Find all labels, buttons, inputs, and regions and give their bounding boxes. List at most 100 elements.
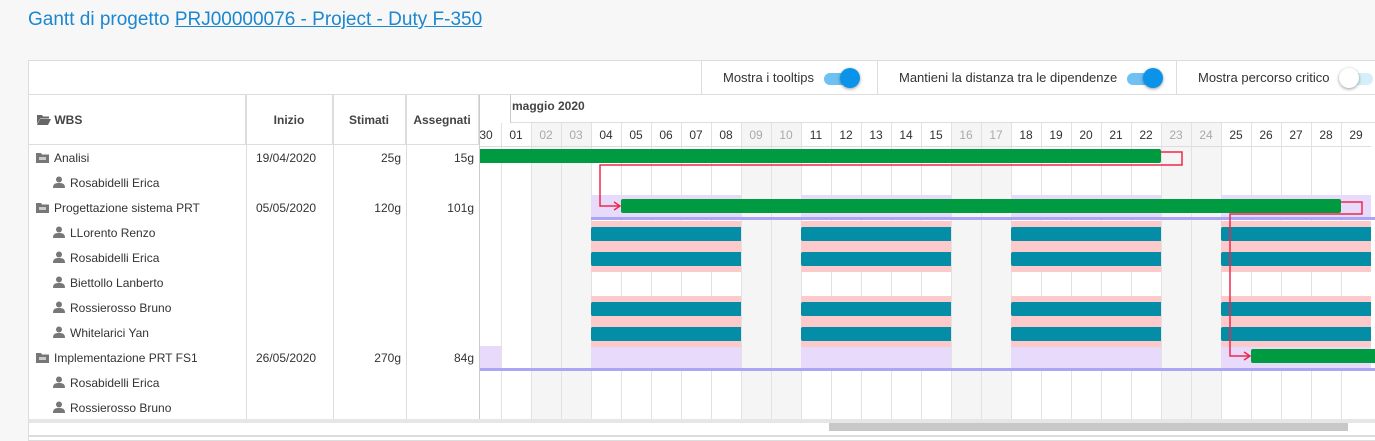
- day-column: [831, 123, 861, 422]
- dependency-arrow-icon: [613, 201, 622, 211]
- task-bar: [621, 199, 1341, 213]
- day-column: [1311, 123, 1341, 422]
- day-column: [1221, 123, 1251, 422]
- task-row[interactable]: Implementazione PRT FS1 26/05/2020 270g …: [29, 346, 479, 371]
- user-icon: [53, 301, 65, 313]
- tooltips-toggle-label: Mostra i tooltips: [723, 70, 815, 85]
- day-label: 12: [831, 123, 861, 147]
- day-column: [1101, 123, 1131, 422]
- resource-allocation-bar: [831, 302, 861, 316]
- user-icon: [53, 226, 65, 238]
- resource-allocation-bar: [861, 227, 891, 241]
- dependency-distance-toggle[interactable]: [1127, 67, 1164, 88]
- critical-path-toggle-label: Mostra percorso critico: [1198, 70, 1330, 85]
- user-icon: [53, 376, 65, 388]
- resource-allocation-bar: [831, 252, 861, 266]
- phase-background: [1341, 195, 1371, 218]
- phase-background: [1071, 346, 1101, 369]
- resource-allocation-bar: [1251, 252, 1281, 266]
- task-start: 05/05/2020: [256, 201, 317, 215]
- resource-name: Rossierosso Bruno: [70, 401, 172, 415]
- day-column: [921, 123, 951, 422]
- resource-allocation-bar: [681, 327, 711, 341]
- resource-name: Rosabidelli Erica: [70, 376, 160, 390]
- column-header-start[interactable]: Inizio: [246, 95, 333, 145]
- task-bar: [1251, 349, 1375, 363]
- resource-allocation-bar: [1041, 252, 1071, 266]
- resource-allocation-bar: [801, 302, 831, 316]
- resource-allocation-bar: [591, 252, 621, 266]
- column-header-assigned[interactable]: Assegnati: [406, 95, 479, 145]
- task-estimated: 25g: [380, 151, 401, 165]
- phase-background: [591, 346, 621, 369]
- resource-allocation-bar: [891, 327, 921, 341]
- resource-allocation-bar: [621, 327, 651, 341]
- resource-row[interactable]: Rossierosso Bruno: [29, 396, 479, 421]
- resource-row[interactable]: Biettollo Lanberto: [29, 271, 479, 296]
- resource-row[interactable]: LLorento Renzo: [29, 221, 479, 246]
- toolbar: Mostra i tooltips Mantieni la distanza t…: [29, 61, 1375, 95]
- phase-background: [861, 346, 891, 369]
- project-link[interactable]: PRJ00000076 - Project - Duty F-350: [174, 9, 483, 30]
- horizontal-scrollbar[interactable]: [829, 423, 1348, 431]
- month-label: maggio 2020: [510, 95, 1375, 123]
- day-label: 27: [1281, 123, 1311, 147]
- resource-allocation-bar: [891, 227, 921, 241]
- day-label: 02: [531, 123, 561, 147]
- resource-allocation-bar: [651, 302, 681, 316]
- day-label: 03: [561, 123, 591, 147]
- bottom-strip: [29, 419, 1375, 423]
- resource-allocation-bar: [681, 302, 711, 316]
- dependency-arrow-icon: [1243, 351, 1252, 361]
- day-column: [561, 123, 591, 422]
- column-header-estimated[interactable]: Stimati: [333, 95, 406, 145]
- phase-background: [681, 346, 711, 369]
- task-folder-icon: [36, 203, 49, 214]
- user-icon: [53, 401, 65, 413]
- resource-allocation-bar: [1341, 327, 1371, 341]
- resource-allocation-bar: [1101, 227, 1131, 241]
- day-column: [861, 123, 891, 422]
- resource-name: Rossierosso Bruno: [70, 301, 172, 315]
- resource-row[interactable]: Rosabidelli Erica: [29, 371, 479, 396]
- resource-allocation-bar: [861, 252, 891, 266]
- resource-allocation-bar: [651, 252, 681, 266]
- resource-allocation-bar: [1131, 327, 1161, 341]
- resource-row[interactable]: Rosabidelli Erica: [29, 171, 479, 196]
- resource-allocation-bar: [651, 327, 681, 341]
- resource-allocation-bar: [921, 327, 951, 341]
- resource-row[interactable]: Rosabidelli Erica: [29, 246, 479, 271]
- phase-background: [831, 346, 861, 369]
- resource-allocation-bar: [1221, 302, 1251, 316]
- baseline: [480, 368, 1375, 371]
- day-label: 07: [681, 123, 711, 147]
- day-column: [981, 123, 1011, 422]
- day-label: 08: [711, 123, 741, 147]
- resource-allocation-bar: [891, 252, 921, 266]
- day-column: [1341, 123, 1371, 422]
- resource-allocation-bar: [1251, 327, 1281, 341]
- resource-allocation-bar: [1101, 327, 1131, 341]
- task-row[interactable]: Progettazione sistema PRT 05/05/2020 120…: [29, 196, 479, 221]
- resource-allocation-bar: [1071, 252, 1101, 266]
- resource-allocation-bar: [921, 302, 951, 316]
- tooltips-toggle[interactable]: [824, 67, 861, 88]
- task-assigned: 84g: [453, 351, 474, 365]
- resource-allocation-bar: [1281, 252, 1311, 266]
- critical-path-toggle-group: Mostra percorso critico: [1176, 61, 1375, 94]
- task-row[interactable]: Analisi 19/04/2020 25g 15g: [29, 146, 479, 171]
- resource-row[interactable]: Rossierosso Bruno: [29, 296, 479, 321]
- dependency-distance-toggle-label: Mantieni la distanza tra le dipendenze: [899, 70, 1118, 85]
- column-header-wbs[interactable]: WBS: [29, 95, 246, 145]
- critical-path-toggle[interactable]: [1339, 67, 1375, 88]
- day-label: 24: [1191, 123, 1221, 147]
- dependency-line: [1229, 201, 1363, 357]
- day-column: [591, 123, 621, 422]
- resource-allocation-bar: [1311, 302, 1341, 316]
- resource-row[interactable]: Whitelarici Yan: [29, 321, 479, 346]
- user-icon: [53, 251, 65, 263]
- task-name: Analisi: [54, 151, 90, 165]
- resource-allocation-bar: [1011, 227, 1041, 241]
- resource-name: Biettollo Lanberto: [70, 276, 164, 290]
- day-column: [681, 123, 711, 422]
